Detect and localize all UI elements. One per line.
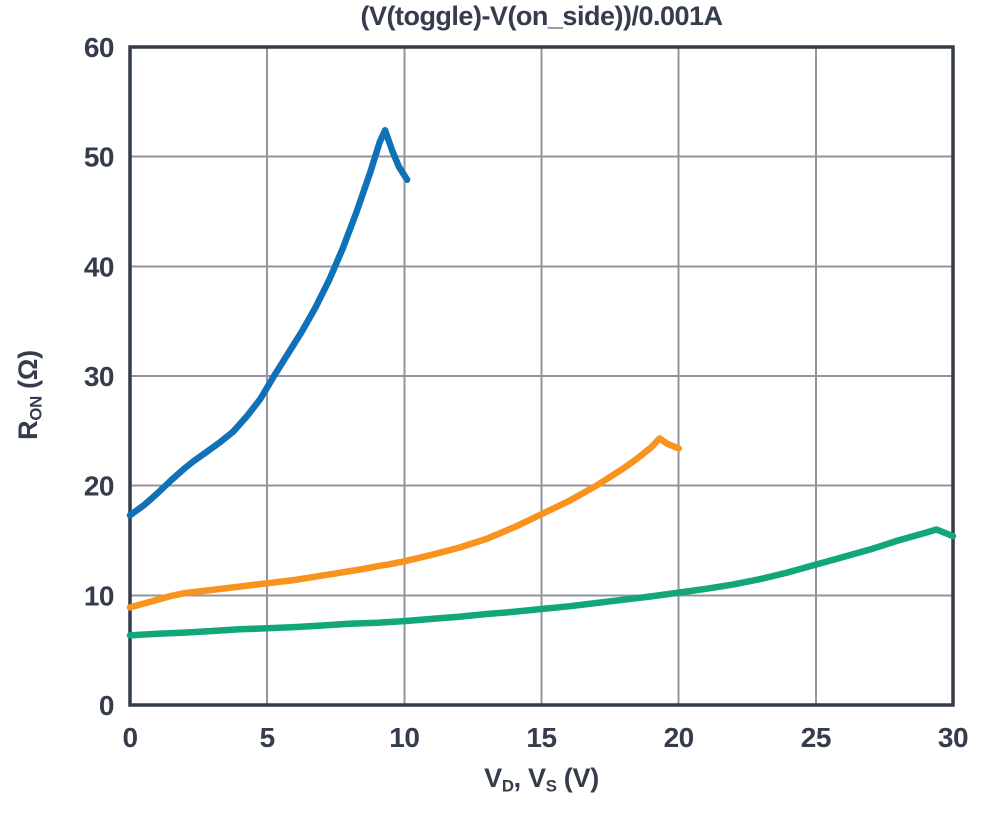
x-axis-label-unit: (V) [556,763,599,793]
x-tick-label: 30 [938,722,968,753]
y-axis-label-sub: ON [26,396,46,421]
x-axis-label-sub1: D [501,776,514,796]
green-curve [126,526,957,639]
chart-title: (V(toggle)-V(on_side))/0.001A [360,1,723,31]
x-tick-label: 0 [122,722,137,753]
y-tick-label: 20 [84,471,114,502]
x-axis-label-v1: V [484,763,502,793]
y-tick-label: 50 [84,142,114,173]
x-axis-label-sub2: S [545,776,557,796]
y-axis-label-base: R [13,420,43,440]
y-axis-label: RON (Ω) [10,195,46,595]
y-tick-label: 60 [84,32,114,63]
x-tick-label: 10 [389,722,419,753]
orange-curve [126,435,682,611]
y-tick-label: 0 [99,690,114,721]
y-axis-label-unit: (Ω) [13,350,43,397]
blue-curve [126,127,411,519]
x-tick-label: 20 [664,722,694,753]
y-tick-label: 30 [84,361,114,392]
x-axis-label-mid: , V [513,763,546,793]
x-axis-label: VD, VS (V) [130,763,953,797]
plot-frame [128,45,955,707]
x-tick-label: 25 [801,722,831,753]
y-tick-label: 40 [84,251,114,282]
x-tick-label: 5 [260,722,275,753]
y-tick-label: 10 [84,580,114,611]
x-tick-label: 15 [526,722,556,753]
